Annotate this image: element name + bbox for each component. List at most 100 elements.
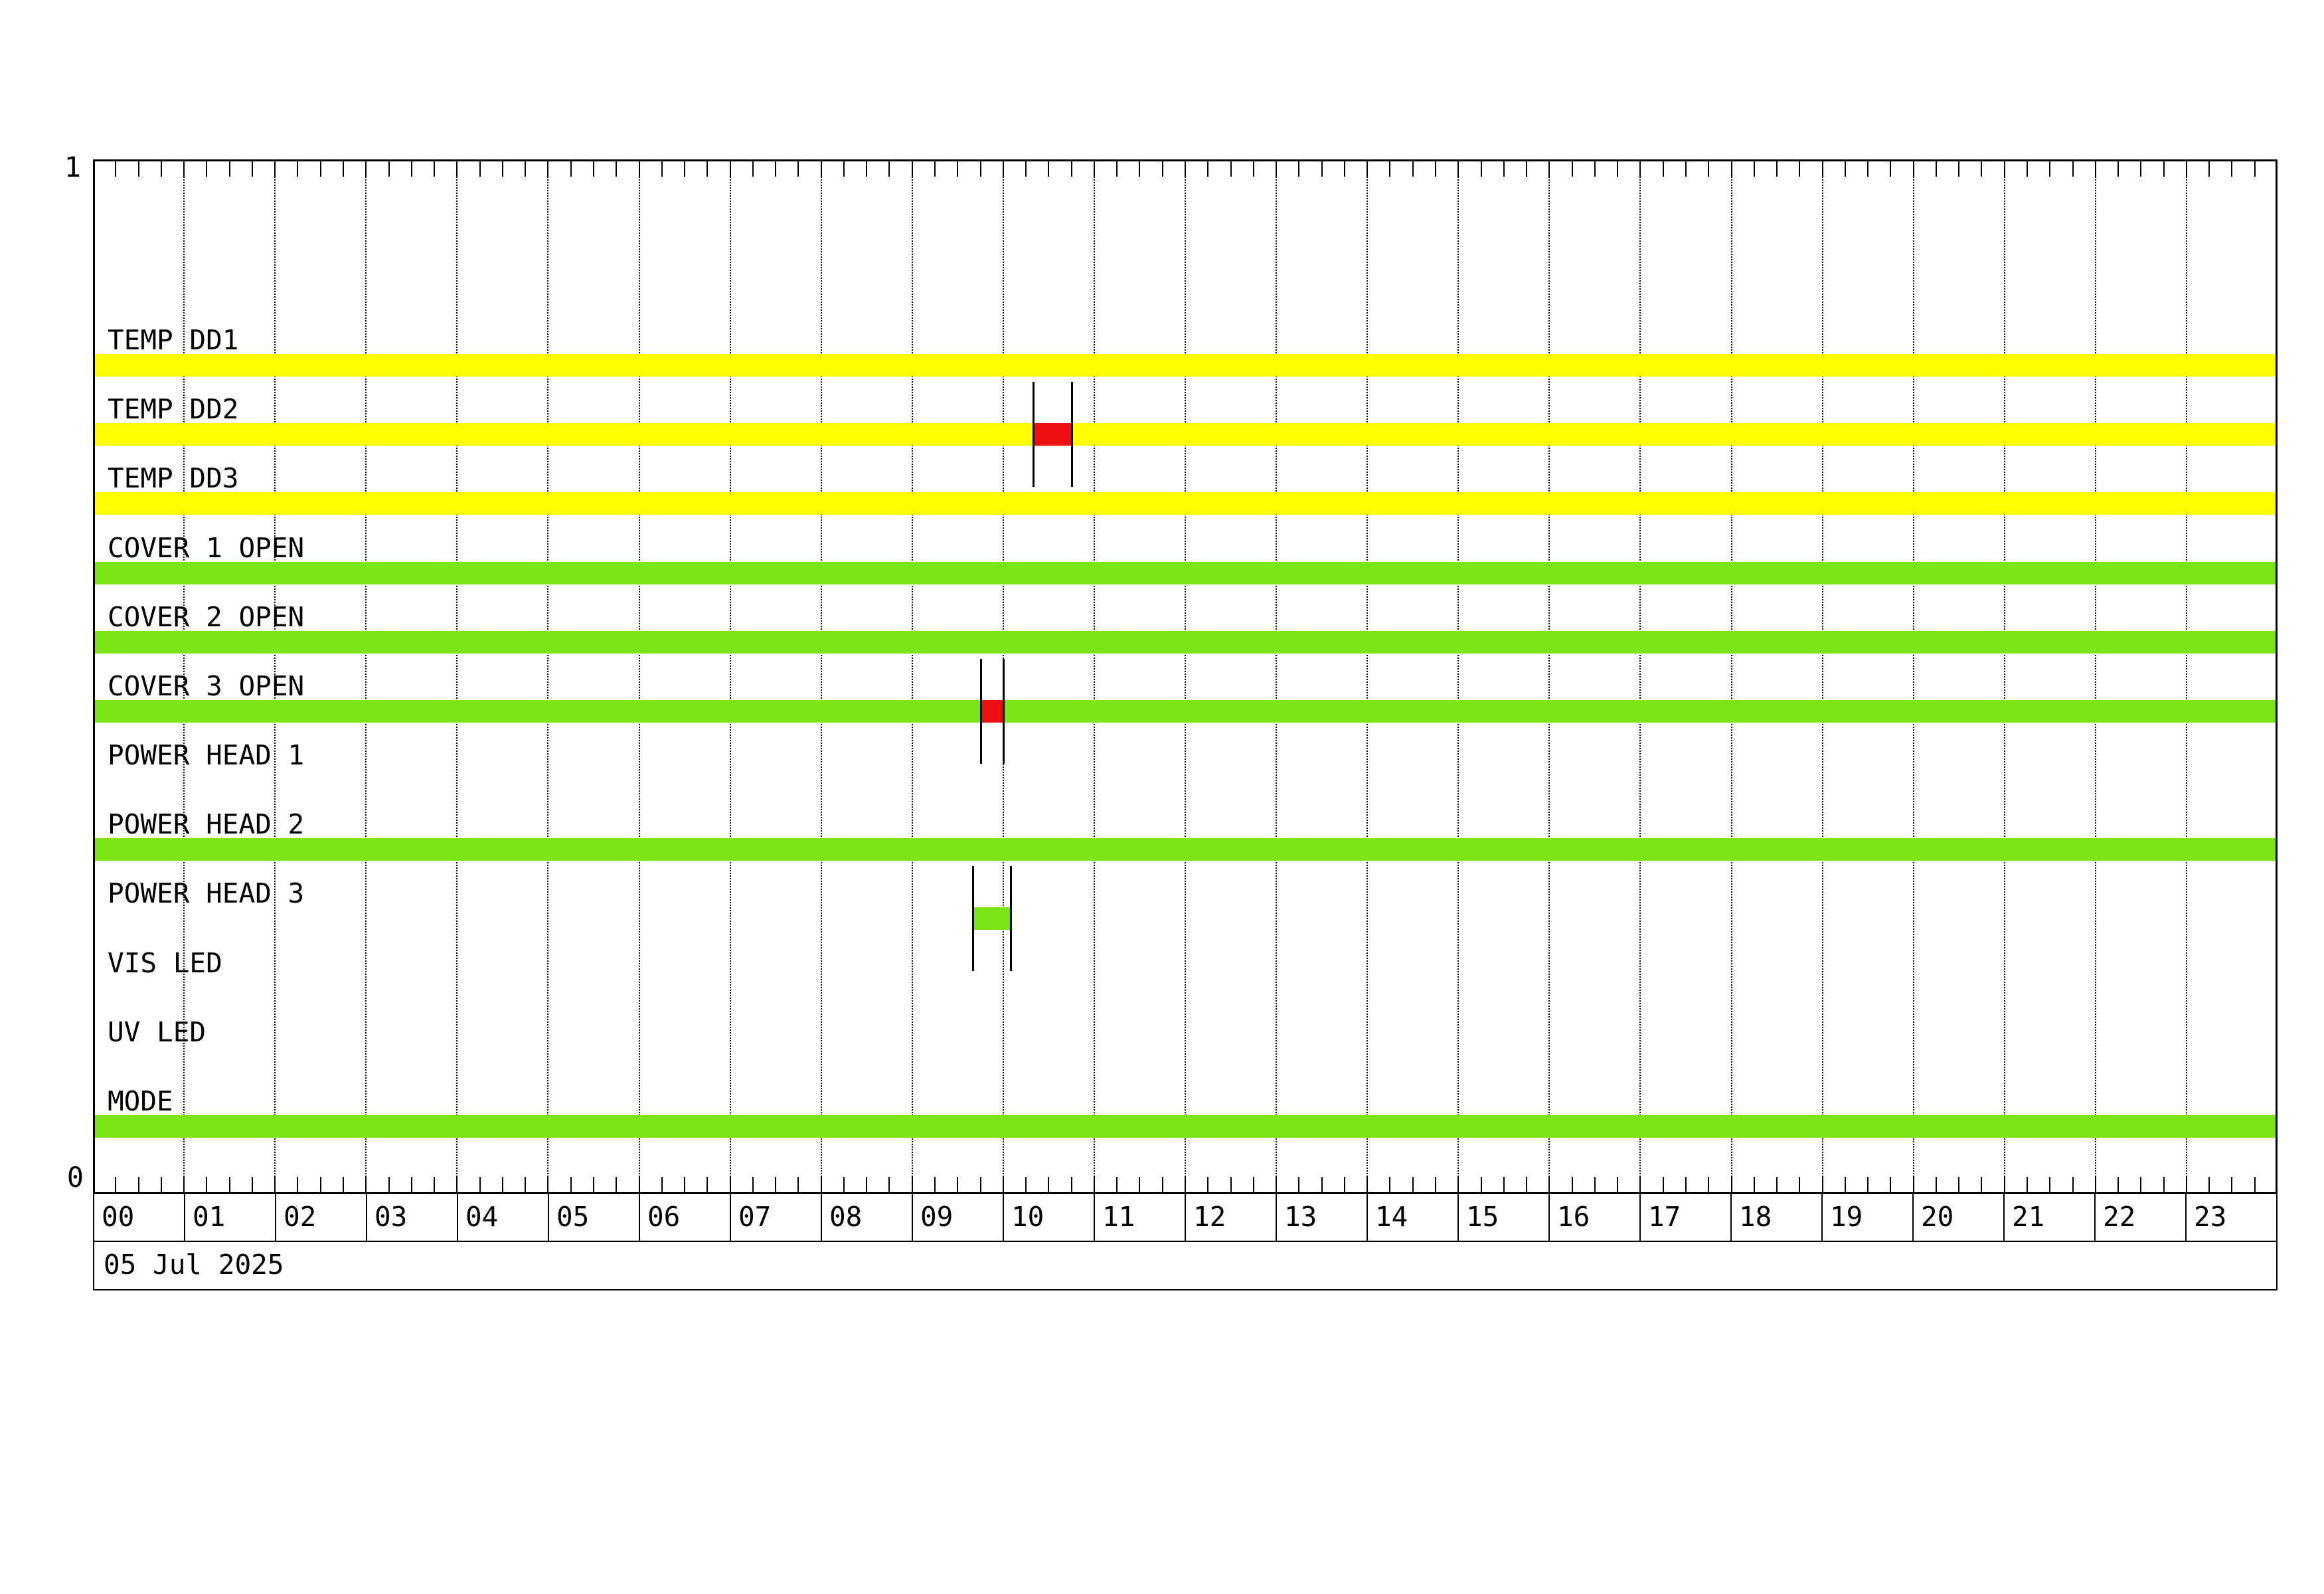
quarter-hour-tick-top <box>2254 161 2256 177</box>
quarter-hour-tick-top <box>1116 161 1118 177</box>
quarter-hour-tick-top <box>1708 161 1710 177</box>
row-label: TEMP DD1 <box>108 324 239 356</box>
quarter-hour-tick-bottom <box>888 1177 890 1192</box>
quarter-hour-tick-bottom <box>1457 1177 1459 1192</box>
quarter-hour-tick-bottom <box>479 1177 481 1192</box>
quarter-hour-tick-bottom <box>1116 1177 1118 1192</box>
quarter-hour-tick-top <box>1958 161 1960 177</box>
quarter-hour-tick-top <box>297 161 299 177</box>
quarter-hour-tick-top <box>1730 161 1732 177</box>
hour-gridline <box>1276 161 1278 1192</box>
state-bar <box>95 630 2276 654</box>
quarter-hour-tick-bottom <box>319 1177 321 1192</box>
hour-cell: 13 <box>1277 1194 1368 1241</box>
quarter-hour-tick-bottom <box>547 1177 549 1192</box>
quarter-hour-tick-top <box>2163 161 2165 177</box>
quarter-hour-tick-top <box>1367 161 1369 177</box>
quarter-hour-tick-top <box>2208 161 2210 177</box>
quarter-hour-tick-top <box>957 161 959 177</box>
event-whisker-line <box>1010 866 1013 972</box>
hour-label-row: 00 01 02 03 04 05 06 07 08 09 10 11 12 13 14 15 16 17 18 19… <box>93 1194 2278 1242</box>
quarter-hour-tick-top <box>410 161 412 177</box>
event-whisker-line <box>1033 382 1035 487</box>
hour-cell: 08 <box>822 1194 913 1241</box>
quarter-hour-tick-top <box>1343 161 1345 177</box>
quarter-hour-tick-bottom <box>2163 1177 2165 1192</box>
quarter-hour-tick-bottom <box>1343 1177 1345 1192</box>
quarter-hour-tick-bottom <box>1185 1177 1186 1192</box>
state-bar <box>95 354 2276 377</box>
plot-area <box>93 159 2278 1194</box>
hour-gridline <box>183 161 185 1192</box>
hour-cell: 14 <box>1368 1194 1459 1241</box>
date-label: 05 Jul 2025 <box>104 1249 284 1281</box>
quarter-hour-tick-top <box>616 161 618 177</box>
quarter-hour-tick-bottom <box>684 1177 686 1192</box>
quarter-hour-tick-top <box>706 161 708 177</box>
quarter-hour-tick-bottom <box>1139 1177 1141 1192</box>
hour-label: 01 <box>193 1201 226 1233</box>
hour-gridline <box>729 161 731 1192</box>
quarter-hour-tick-bottom <box>1389 1177 1391 1192</box>
quarter-hour-tick-top <box>866 161 868 177</box>
hour-cell: 22 <box>2096 1194 2187 1241</box>
hour-label: 09 <box>920 1201 954 1233</box>
quarter-hour-tick-top <box>1321 161 1323 177</box>
hour-label: 18 <box>1739 1201 1772 1233</box>
quarter-hour-tick-bottom <box>1367 1177 1369 1192</box>
quarter-hour-tick-top <box>979 161 981 177</box>
hour-gridline <box>1548 161 1550 1192</box>
quarter-hour-tick-bottom <box>1571 1177 1573 1192</box>
quarter-hour-tick-top <box>456 161 458 177</box>
row-label: POWER HEAD 2 <box>108 808 305 841</box>
hour-gridline <box>820 161 822 1192</box>
quarter-hour-tick-bottom <box>729 1177 731 1192</box>
quarter-hour-tick-bottom <box>1639 1177 1641 1192</box>
quarter-hour-tick-top <box>1230 161 1232 177</box>
quarter-hour-tick-bottom <box>2208 1177 2210 1192</box>
hour-label: 20 <box>1921 1201 1954 1233</box>
event-whisker-line <box>979 658 982 764</box>
hour-label: 02 <box>284 1201 317 1233</box>
quarter-hour-tick-top <box>1480 161 1482 177</box>
quarter-hour-tick-bottom <box>1093 1177 1095 1192</box>
quarter-hour-tick-top <box>1639 161 1641 177</box>
hour-cell: 19 <box>1823 1194 1914 1241</box>
hour-cell: 03 <box>367 1194 458 1241</box>
row-label: POWER HEAD 3 <box>108 877 305 910</box>
quarter-hour-tick-bottom <box>775 1177 777 1192</box>
quarter-hour-tick-top <box>1776 161 1778 177</box>
row-label: COVER 1 OPEN <box>108 531 305 564</box>
quarter-hour-tick-bottom <box>957 1177 959 1192</box>
row-label: COVER 3 OPEN <box>108 669 305 702</box>
quarter-hour-tick-top <box>775 161 777 177</box>
quarter-hour-tick-bottom <box>1070 1177 1072 1192</box>
quarter-hour-tick-top <box>1753 161 1755 177</box>
quarter-hour-tick-bottom <box>2003 1177 2005 1192</box>
quarter-hour-tick-bottom <box>2140 1177 2142 1192</box>
quarter-hour-tick-bottom <box>388 1177 390 1192</box>
quarter-hour-tick-top <box>752 161 754 177</box>
quarter-hour-tick-top <box>342 161 344 177</box>
quarter-hour-tick-bottom <box>2094 1177 2096 1192</box>
hour-label: 06 <box>647 1201 681 1233</box>
state-bar <box>95 561 2276 584</box>
quarter-hour-tick-top <box>2117 161 2119 177</box>
quarter-hour-tick-bottom <box>1252 1177 1254 1192</box>
quarter-hour-tick-bottom <box>866 1177 868 1192</box>
quarter-hour-tick-top <box>1571 161 1573 177</box>
quarter-hour-tick-bottom <box>1230 1177 1232 1192</box>
quarter-hour-tick-top <box>525 161 527 177</box>
quarter-hour-tick-top <box>843 161 845 177</box>
quarter-hour-tick-top <box>729 161 731 177</box>
hour-cell: 01 <box>185 1194 276 1241</box>
quarter-hour-tick-top <box>797 161 799 177</box>
y-axis-min-label: 0 <box>66 1161 84 1194</box>
date-row: 05 Jul 2025 <box>93 1242 2278 1290</box>
hour-cell: 20 <box>1914 1194 2005 1241</box>
quarter-hour-tick-bottom <box>1002 1177 1004 1192</box>
quarter-hour-tick-top <box>1093 161 1095 177</box>
quarter-hour-tick-top <box>911 161 913 177</box>
row-label: VIS LED <box>108 946 222 979</box>
quarter-hour-tick-bottom <box>1161 1177 1163 1192</box>
